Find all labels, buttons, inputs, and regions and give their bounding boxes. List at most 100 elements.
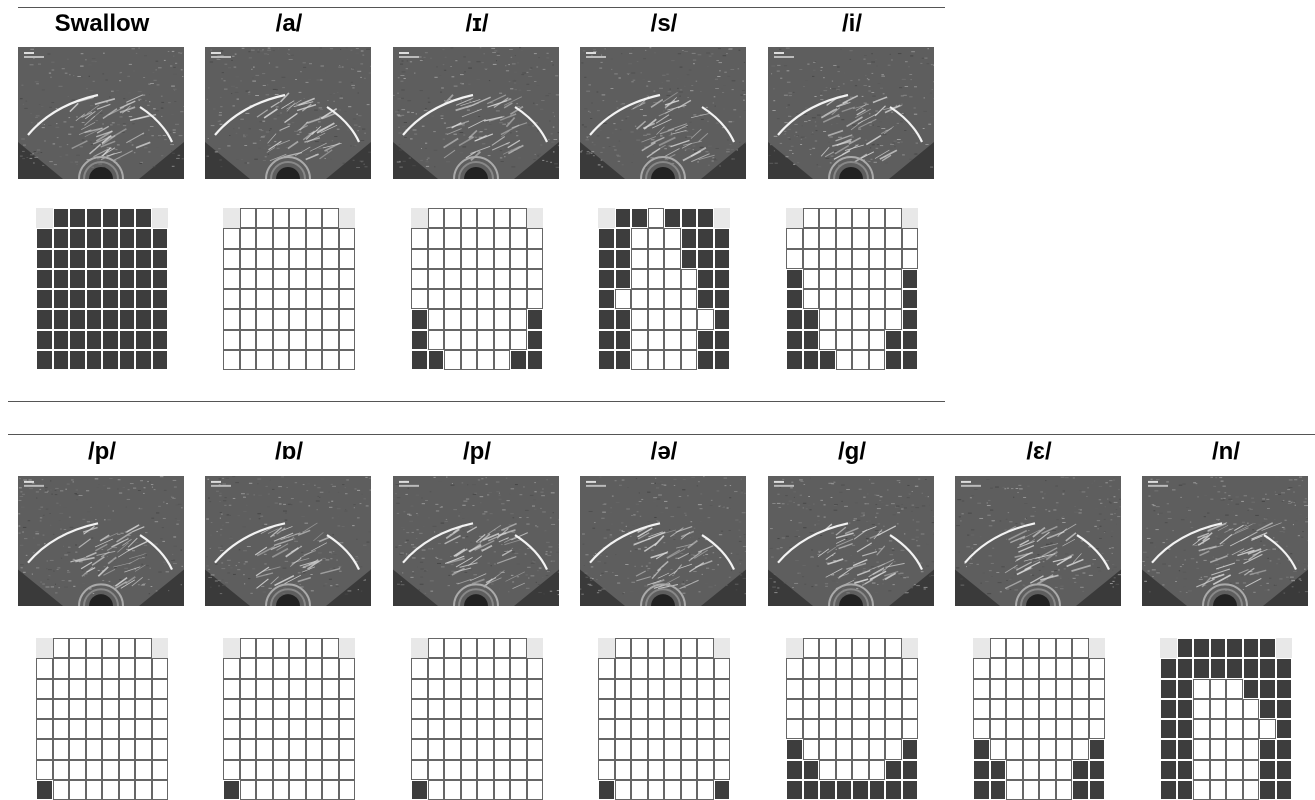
electrode-contact-off [289,699,306,719]
electrode-contact-on [86,269,103,289]
electrode-contact-on [1276,760,1293,780]
electrode-contact-off [885,699,902,719]
electrode-contact-on [615,350,632,370]
electrode-contact-on [902,350,919,370]
electrode-contact-off [615,638,632,658]
electrode-contact-on [598,780,615,800]
electrode-contact-off [1243,719,1260,739]
electrode-contact-on [1177,679,1194,699]
electrode-contact-on [1089,739,1106,759]
electrode-contact-off [494,679,511,699]
electrode-contact-on [1243,679,1260,699]
electrode-contact-on [1072,760,1089,780]
electrode-contact-off [273,760,290,780]
electrode-contact-off [339,228,356,248]
electrode-contact-off [119,638,136,658]
electrode-contact-off [477,330,494,350]
electrode-contact-off [1089,719,1106,739]
electrode-contact-off [69,638,86,658]
ultrasound-image [580,476,746,606]
electrode-contact-off [411,289,428,309]
electrode-contact-off [885,289,902,309]
electrode-grid [411,638,543,800]
electrode-contact-off [428,679,445,699]
electrode-contact-off [322,309,339,329]
electrode-contact-off [223,350,240,370]
electrode-contact-off [273,330,290,350]
electrode-contact-off [461,350,478,370]
electrode-contact-off [1210,679,1227,699]
electrode-contact-on [1243,638,1260,658]
electrode-contact-off [1210,739,1227,759]
electrode-contact-off [477,719,494,739]
electrode-contact-on [615,309,632,329]
electrode-contact-off [240,719,257,739]
electrode-contact-off [411,269,428,289]
electrode-contact-on [631,208,648,228]
electrode-contact-on [102,289,119,309]
electrode-contact-off [885,309,902,329]
electrode-contact-off [322,350,339,370]
electrode-contact-off [102,679,119,699]
electrode-contact-off [786,679,803,699]
electrode-contact-off [240,269,257,289]
electrode-contact-off [240,638,257,658]
electrode-contact-on [1276,658,1293,678]
electrode-contact-on [119,330,136,350]
electrode-contact-off [53,658,70,678]
electrode-contact-on [86,228,103,248]
electrode-contact-off [510,289,527,309]
unused-corner [598,638,615,658]
electrode-contact-off [494,658,511,678]
electrode-contact-off [240,679,257,699]
electrode-contact-on [53,350,70,370]
electrode-contact-off [135,638,152,658]
electrode-contact-off [322,330,339,350]
electrode-contact-off [256,760,273,780]
electrode-contact-on [53,208,70,228]
electrode-contact-on [119,309,136,329]
electrode-contact-off [152,658,169,678]
electrode-contact-off [836,350,853,370]
electrode-contact-on [1072,780,1089,800]
electrode-contact-off [1193,679,1210,699]
electrode-contact-off [664,228,681,248]
electrode-contact-off [681,309,698,329]
electrode-contact-off [322,699,339,719]
electrode-contact-off [681,350,698,370]
electrode-contact-off [119,658,136,678]
electrode-contact-off [289,780,306,800]
electrode-contact-off [240,699,257,719]
electrode-contact-on [598,330,615,350]
electrode-contact-off [461,699,478,719]
electrode-contact-off [631,309,648,329]
electrode-contact-off [444,269,461,289]
electrode-contact-off [902,699,919,719]
electrode-contact-on [527,309,544,329]
electrode-contact-off [527,289,544,309]
electrode-contact-on [135,269,152,289]
panel-label: /a/ [205,10,373,38]
electrode-contact-on [598,309,615,329]
electrode-contact-off [631,658,648,678]
unused-corner [339,638,356,658]
electrode-contact-off [803,719,820,739]
electrode-contact-on [902,309,919,329]
electrode-contact-off [1226,719,1243,739]
electrode-contact-off [339,739,356,759]
electrode-contact-on [102,330,119,350]
electrode-contact-off [648,719,665,739]
electrode-contact-off [902,719,919,739]
electrode-contact-on [1193,658,1210,678]
electrode-contact-off [223,228,240,248]
electrode-contact-on [615,208,632,228]
electrode-contact-off [786,228,803,248]
electrode-contact-off [428,269,445,289]
electrode-contact-on [53,309,70,329]
electrode-contact-off [223,658,240,678]
electrode-contact-off [819,638,836,658]
electrode-contact-off [428,208,445,228]
electrode-contact-on [53,330,70,350]
electrode-contact-off [631,350,648,370]
electrode-contact-on [869,780,886,800]
